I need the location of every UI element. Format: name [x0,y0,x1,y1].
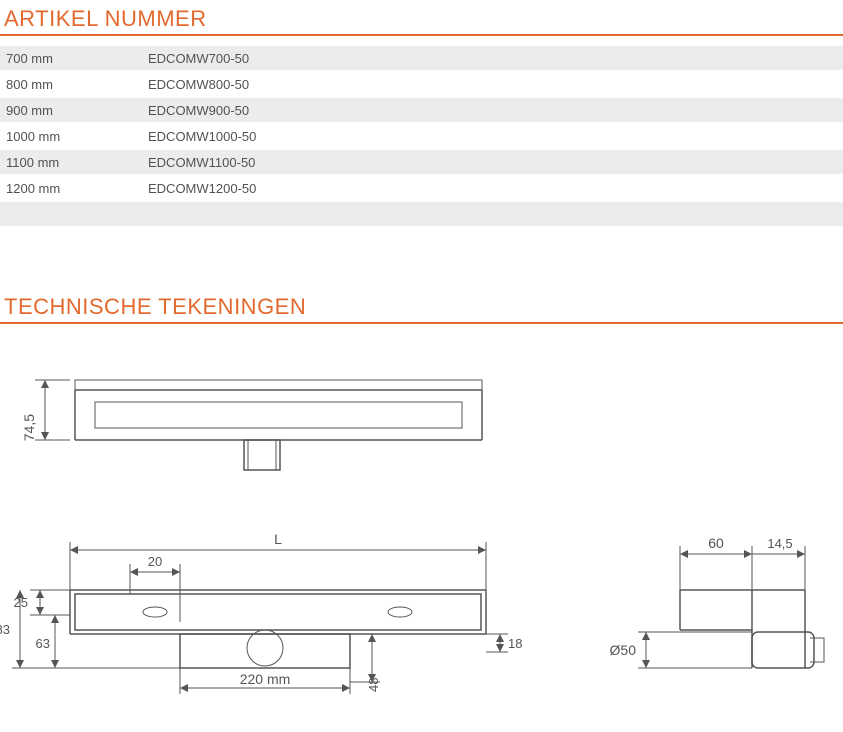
cell-code: EDCOMW800-50 [142,72,414,96]
dim-14-5: 14,5 [767,536,792,551]
drawing-front-view: L 20 25 83 [0,531,522,694]
cell-size: 1200 mm [0,176,142,200]
cell-code: EDCOMW900-50 [142,98,414,122]
table-row: 900 mmEDCOMW900-50 [0,98,843,122]
drawing-top-view: 74,5 [21,380,482,470]
table-row [0,202,843,226]
cell-size [0,202,142,226]
table-row: 1000 mmEDCOMW1000-50 [0,124,843,148]
technical-drawings: 74,5 L 20 [0,332,843,732]
dim-L: L [274,531,282,547]
section-title-artikel: ARTIKEL NUMMER [0,0,843,36]
table-row: 1100 mmEDCOMW1100-50 [0,150,843,174]
dim-18: 18 [508,636,522,651]
cell-code [142,202,414,226]
cell-size: 700 mm [0,46,142,70]
dim-83: 83 [0,622,10,637]
drawing-side-view: 60 14,5 Ø50 [610,535,824,668]
cell-code: EDCOMW700-50 [142,46,414,70]
dim-60: 60 [708,535,724,551]
cell-code: EDCOMW1000-50 [142,124,414,148]
cell-code: EDCOMW1200-50 [142,176,414,200]
article-number-table: 700 mmEDCOMW700-50800 mmEDCOMW800-50900 … [0,44,843,228]
dim-63: 63 [36,636,50,651]
table-row: 700 mmEDCOMW700-50 [0,46,843,70]
dim-dia50: Ø50 [610,642,637,658]
table-row: 1200 mmEDCOMW1200-50 [0,176,843,200]
dim-20: 20 [148,554,162,569]
cell-size: 800 mm [0,72,142,96]
dim-48: 48 [366,678,381,692]
cell-size: 1100 mm [0,150,142,174]
dim-74-5: 74,5 [21,414,37,441]
dim-220: 220 mm [240,671,291,687]
cell-size: 900 mm [0,98,142,122]
cell-code: EDCOMW1100-50 [142,150,414,174]
section-title-tech: TECHNISCHE TEKENINGEN [0,288,843,324]
cell-size: 1000 mm [0,124,142,148]
table-row: 800 mmEDCOMW800-50 [0,72,843,96]
